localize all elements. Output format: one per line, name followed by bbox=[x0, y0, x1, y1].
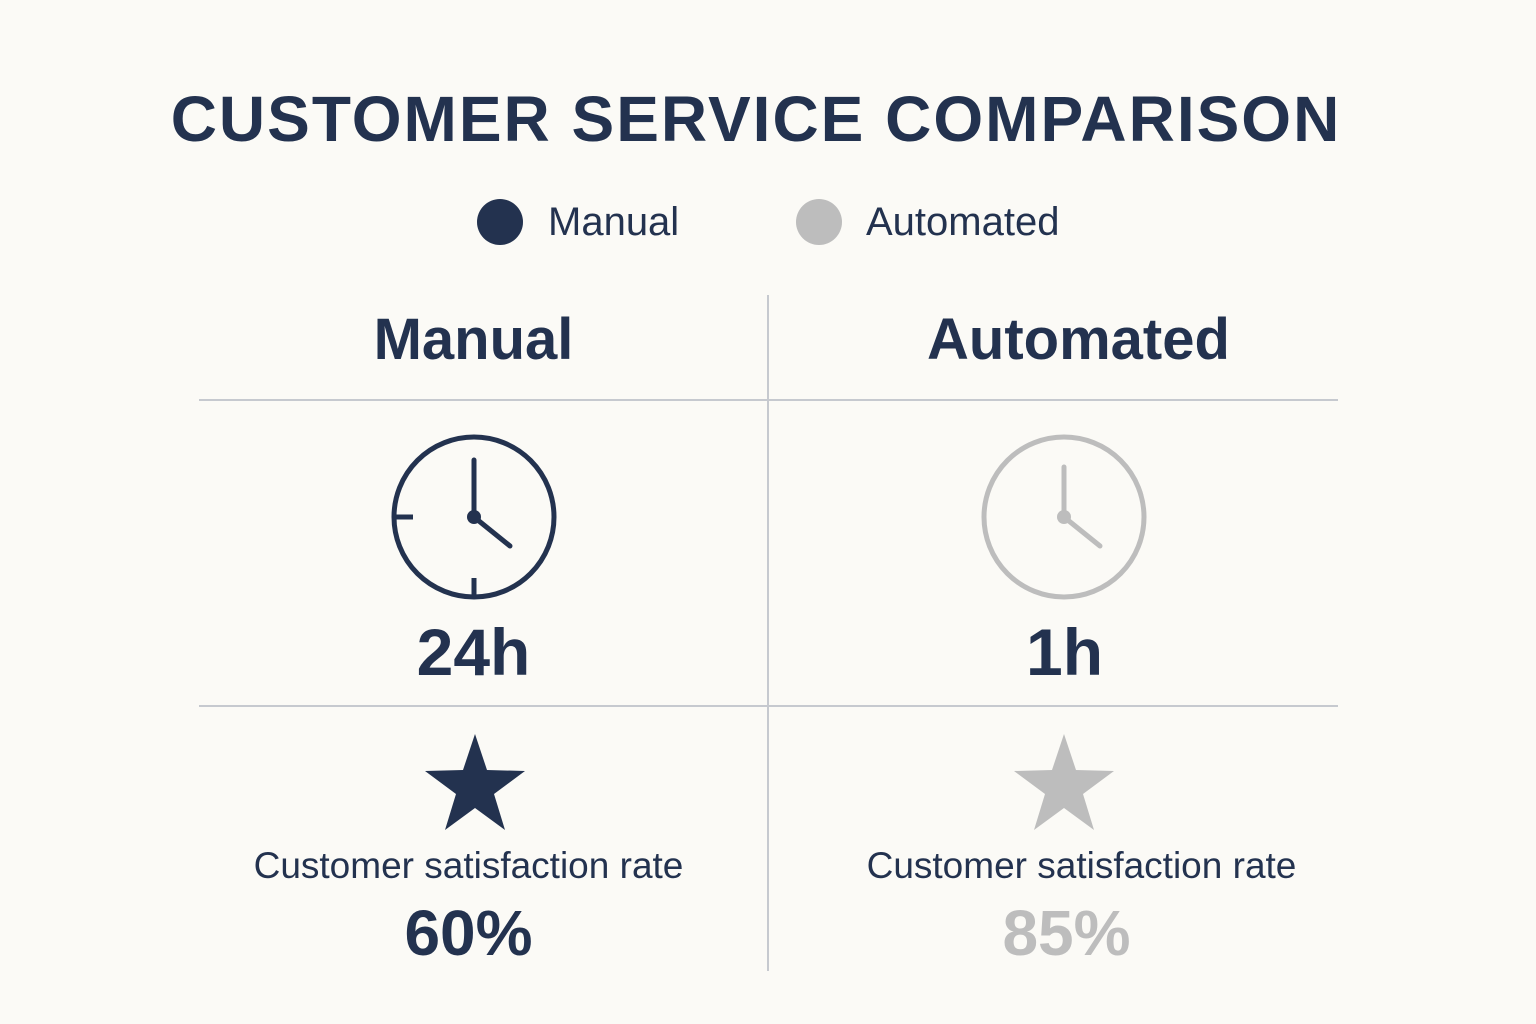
star-icon bbox=[425, 734, 525, 830]
column-header-manual: Manual bbox=[373, 307, 574, 372]
response-time-automated: 1h bbox=[1025, 615, 1104, 689]
satisfaction-value-automated: 85% bbox=[1002, 897, 1131, 969]
column-divider bbox=[767, 295, 769, 971]
star-icon bbox=[1014, 734, 1114, 830]
clock-icon bbox=[391, 434, 557, 600]
legend-dot-automated bbox=[796, 199, 842, 245]
column-header-automated: Automated bbox=[927, 307, 1230, 372]
row-divider-bottom bbox=[199, 705, 1338, 707]
row-divider-top bbox=[199, 399, 1338, 401]
legend-label-manual: Manual bbox=[548, 200, 680, 244]
satisfaction-label-automated: Customer satisfaction rate bbox=[866, 845, 1297, 886]
page-title: CUSTOMER SERVICE COMPARISON bbox=[170, 83, 1342, 155]
legend-label-automated: Automated bbox=[866, 200, 1060, 244]
clock-icon bbox=[981, 434, 1147, 600]
response-time-manual: 24h bbox=[416, 615, 531, 689]
satisfaction-value-manual: 60% bbox=[404, 897, 533, 969]
satisfaction-label-manual: Customer satisfaction rate bbox=[253, 845, 684, 886]
legend-dot-manual bbox=[477, 199, 523, 245]
